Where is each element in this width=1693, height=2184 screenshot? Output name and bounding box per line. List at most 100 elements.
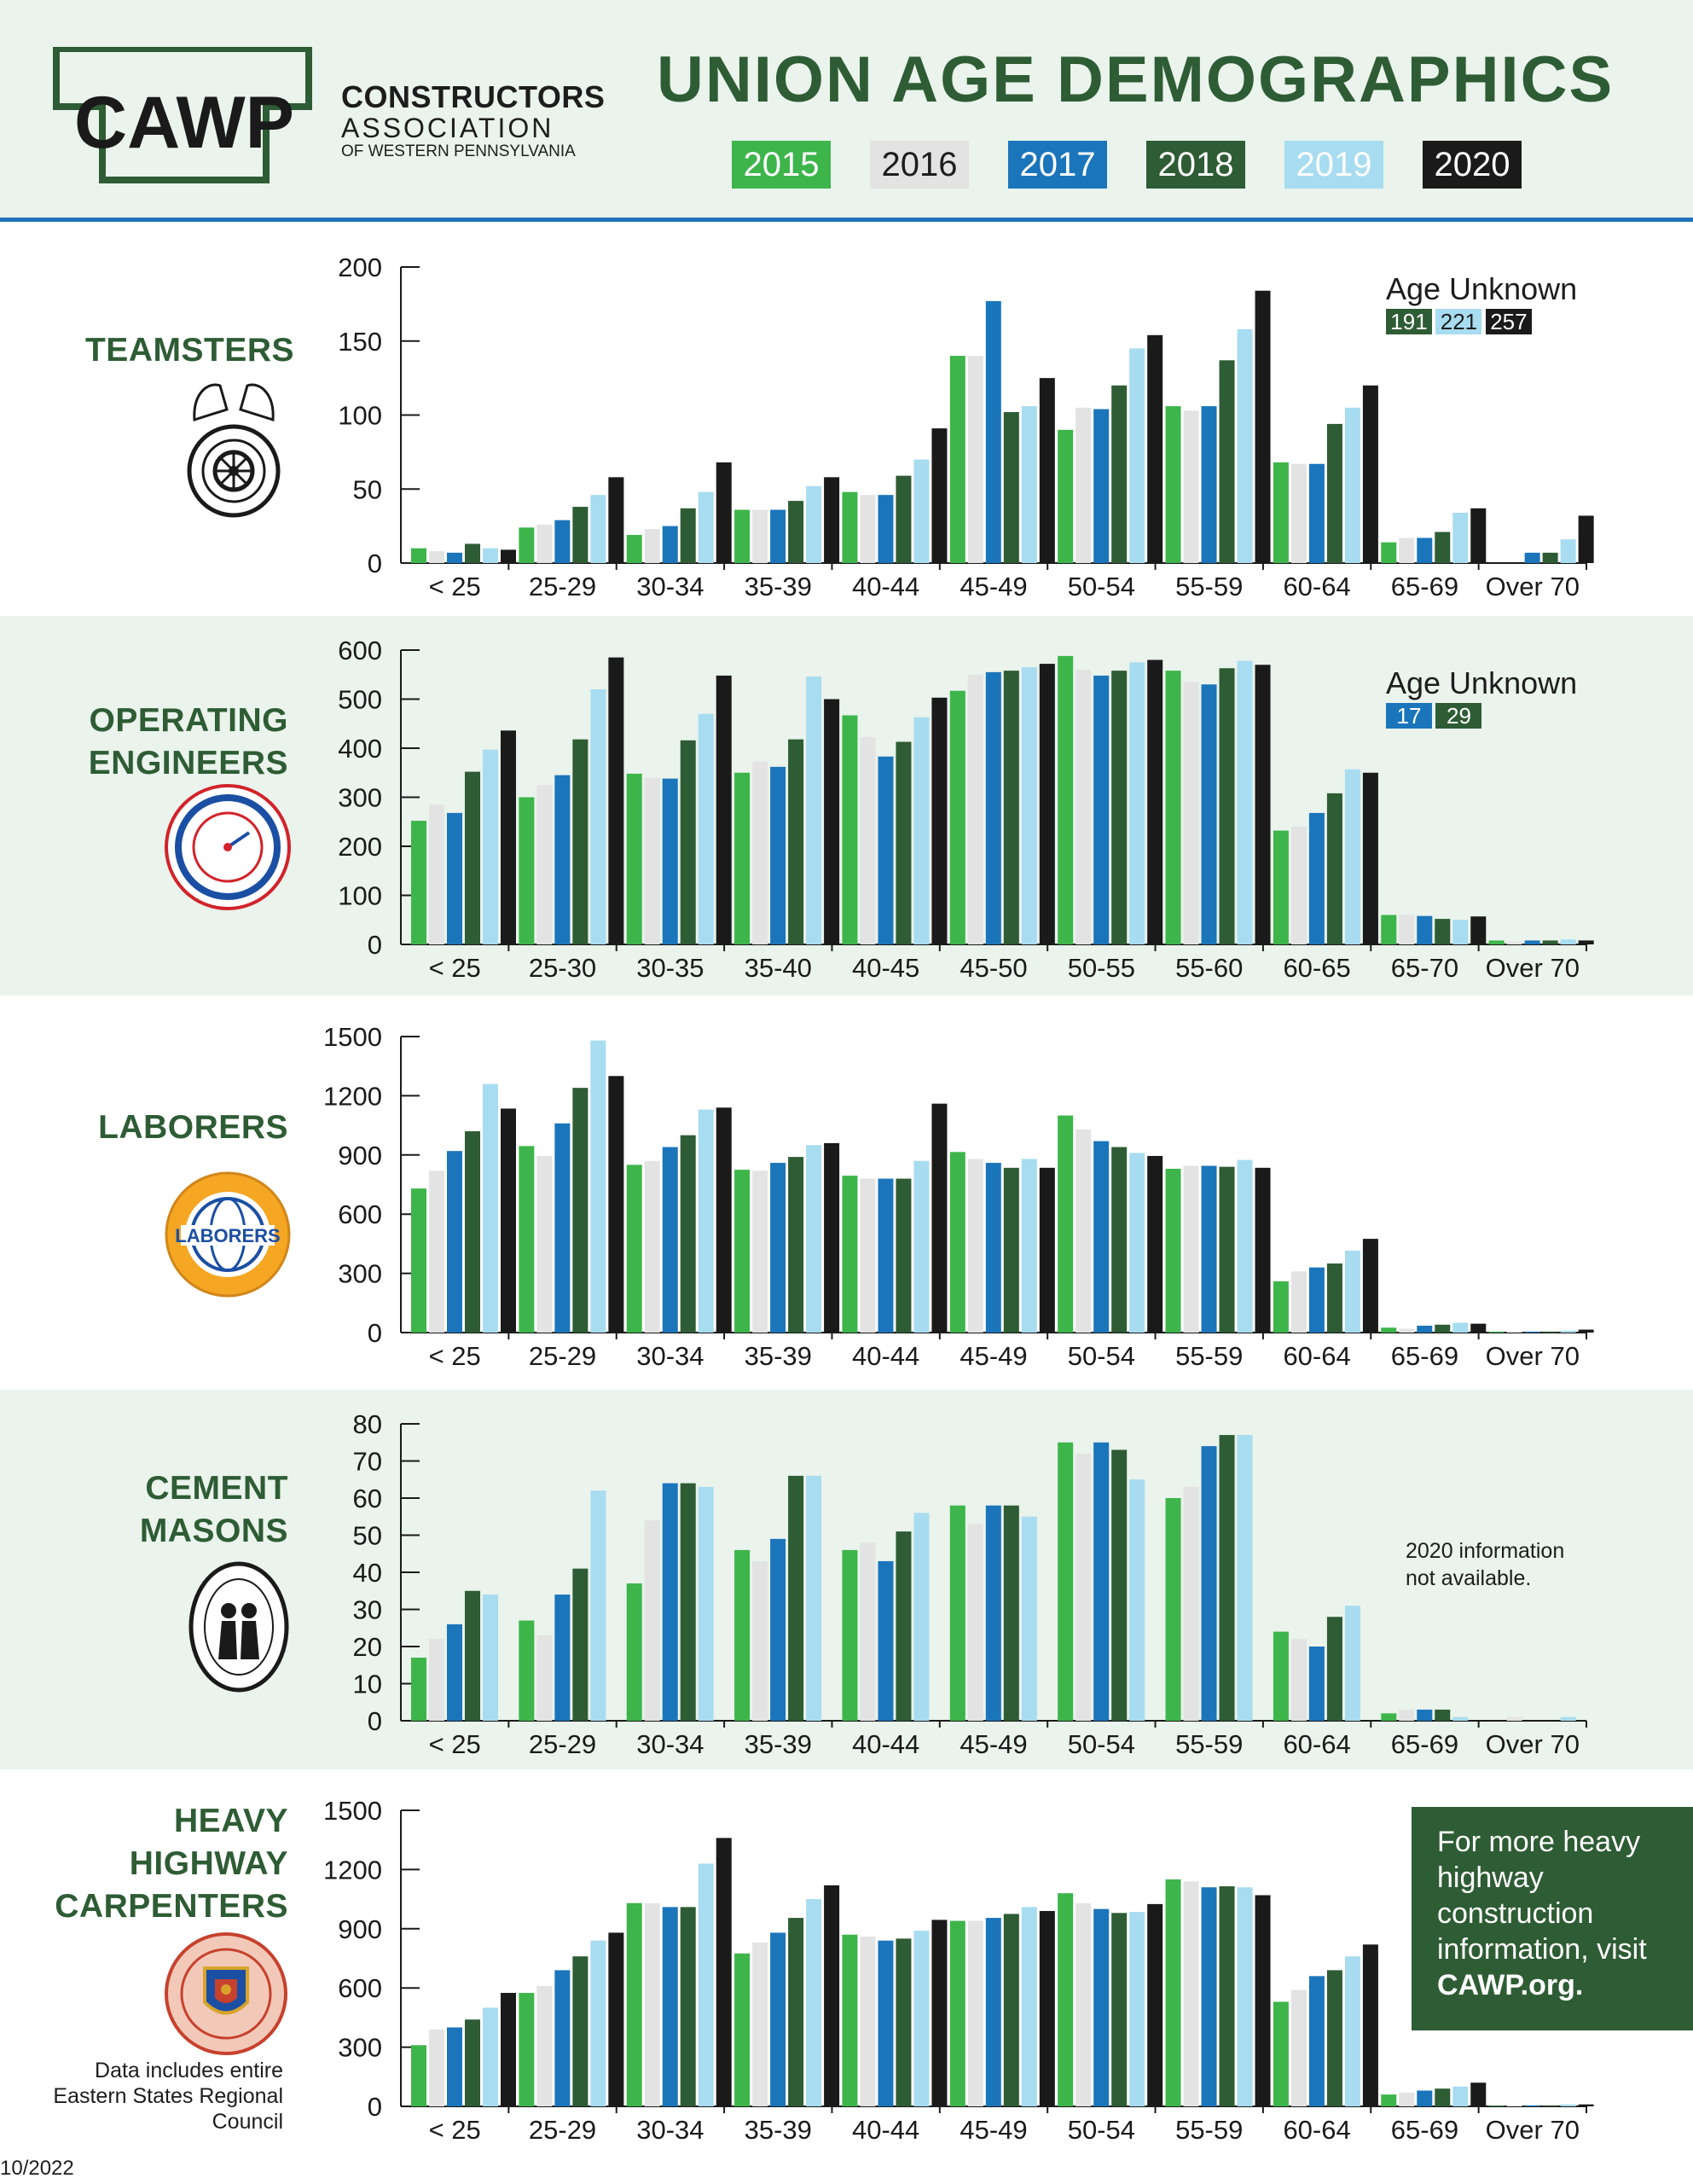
bar-2015-5054 — [1058, 1893, 1074, 2106]
bar-2018-3540 — [788, 739, 804, 944]
cawp-link[interactable]: CAWP.org. — [1437, 1969, 1584, 2001]
bar-2016-4044 — [860, 1542, 876, 1721]
y-tick-label: 0 — [368, 1706, 382, 1736]
publication-date: 10/2022 — [0, 2157, 74, 2180]
union-name-line: CARPENTERS — [55, 1888, 288, 1925]
bar-2019-6065 — [1344, 769, 1360, 944]
bar-2018-25 — [465, 2019, 480, 2106]
bar-2015-3540 — [734, 772, 751, 944]
bar-2019-4044 — [913, 1160, 930, 1333]
bar-2018-6064 — [1326, 1970, 1342, 2106]
bar-2018-5055 — [1111, 671, 1128, 944]
bar-2018-5559 — [1219, 360, 1235, 563]
x-tick-label: 55-59 — [1175, 2115, 1243, 2145]
bar-2016-4044 — [860, 495, 876, 563]
bar-2015-3034 — [626, 1902, 642, 2106]
bar-2017-25 — [447, 552, 462, 563]
bar-2018-6569 — [1435, 531, 1451, 563]
bar-2015-6569 — [1381, 1713, 1397, 1721]
bar-2017-6064 — [1308, 1647, 1325, 1721]
bar-2019-5559 — [1237, 1159, 1253, 1333]
bar-2016-4045 — [860, 736, 876, 944]
bar-2015-4044 — [842, 1176, 858, 1333]
bar-2020-25 — [501, 730, 516, 944]
cement-note-line2: not available. — [1406, 1566, 1532, 1590]
bar-2015-4044 — [842, 1549, 858, 1721]
bar-2015-25 — [411, 548, 426, 563]
bar-2019-5559 — [1237, 1887, 1253, 2106]
bar-2018-2529 — [572, 1568, 588, 1721]
bar-2017-25 — [447, 1151, 462, 1333]
bar-2019-5559 — [1237, 1435, 1253, 1721]
y-tick-label: 100 — [338, 881, 382, 911]
bar-2019-3034 — [698, 1863, 714, 2106]
y-tick-label: 300 — [338, 783, 382, 813]
bar-2020-2529 — [608, 1932, 624, 2106]
bar-2016-3539 — [752, 1560, 768, 1721]
y-tick-label: 400 — [338, 734, 382, 764]
y-tick-label: 20 — [353, 1632, 382, 1662]
bar-2018-4044 — [896, 475, 912, 563]
bar-2019-Over70 — [1560, 1716, 1576, 1721]
bar-2016-2530 — [536, 785, 553, 944]
y-tick-label: 1200 — [323, 1855, 382, 1885]
bar-2019-3540 — [806, 677, 822, 944]
bar-2016-25 — [429, 804, 444, 944]
legend-item-2015: 2015 — [732, 141, 831, 189]
bar-2018-4044 — [896, 1531, 912, 1721]
bar-2018-3539 — [788, 1475, 804, 1721]
bar-2018-4044 — [896, 1178, 912, 1333]
bar-2019-2529 — [590, 1490, 606, 1721]
bar-2018-3034 — [680, 1483, 696, 1721]
bar-2020-25 — [501, 549, 516, 563]
more-info-callout[interactable]: For more heavy highway construction info… — [1412, 1807, 1693, 2030]
bar-2019-2529 — [590, 1040, 606, 1333]
bar-2017-3539 — [770, 1932, 786, 2106]
bar-2017-4549 — [985, 1505, 1001, 1721]
bar-2017-5559 — [1201, 1165, 1217, 1333]
y-tick-label: 40 — [353, 1558, 382, 1588]
y-tick-label: 0 — [368, 2092, 382, 2122]
bar-2019-3539 — [806, 1145, 822, 1333]
x-tick-label: 50-54 — [1068, 572, 1135, 601]
bar-2019-6570 — [1452, 920, 1469, 944]
x-tick-label: 25-29 — [529, 572, 596, 601]
cawp-logo: CAWP — [53, 47, 312, 183]
y-tick-label: 200 — [338, 832, 382, 862]
bar-2016-4044 — [860, 1937, 876, 2106]
bar-2020-3034 — [716, 1107, 732, 1333]
bar-2015-25 — [411, 2045, 426, 2106]
cement-masons-emblem — [188, 1561, 289, 1693]
bar-2015-5559 — [1165, 1498, 1181, 1721]
bar-2019-2530 — [590, 689, 606, 944]
bar-2019-3539 — [806, 1899, 822, 2106]
bar-2017-6064 — [1308, 1976, 1325, 2106]
bar-2015-5560 — [1165, 671, 1181, 944]
bar-2018-4549 — [1003, 1914, 1019, 2106]
bar-2020-4044 — [931, 428, 948, 563]
bar-2019-4549 — [1021, 1159, 1037, 1333]
bar-2018-25 — [465, 543, 480, 563]
bar-2019-6064 — [1344, 1956, 1360, 2106]
x-tick-label: 55-59 — [1175, 1729, 1243, 1759]
bar-2016-5559 — [1183, 1165, 1199, 1333]
bar-2020-4045 — [931, 697, 948, 944]
bar-2016-6064 — [1290, 1639, 1307, 1721]
bar-2017-Over70 — [1524, 940, 1540, 944]
bar-2020-25 — [501, 1992, 516, 2106]
bar-2015-2529 — [519, 1992, 535, 2106]
bar-2020-6570 — [1470, 916, 1487, 944]
bar-2017-2530 — [554, 775, 571, 944]
bar-2015-4549 — [949, 1920, 965, 2106]
bar-2016-Over70 — [1506, 1331, 1522, 1333]
x-tick-label: 40-44 — [852, 572, 919, 601]
bar-2015-25 — [411, 1658, 426, 1721]
bar-2015-2530 — [519, 797, 535, 944]
bar-2016-4044 — [860, 1178, 876, 1333]
bar-2018-4044 — [896, 1938, 912, 2106]
bar-2015-4044 — [842, 1934, 858, 2106]
y-tick-label: 10 — [353, 1670, 382, 1699]
x-tick-label: 30-34 — [636, 572, 704, 601]
y-tick-label: 600 — [338, 1199, 382, 1229]
bar-2018-5054 — [1111, 1913, 1128, 2106]
